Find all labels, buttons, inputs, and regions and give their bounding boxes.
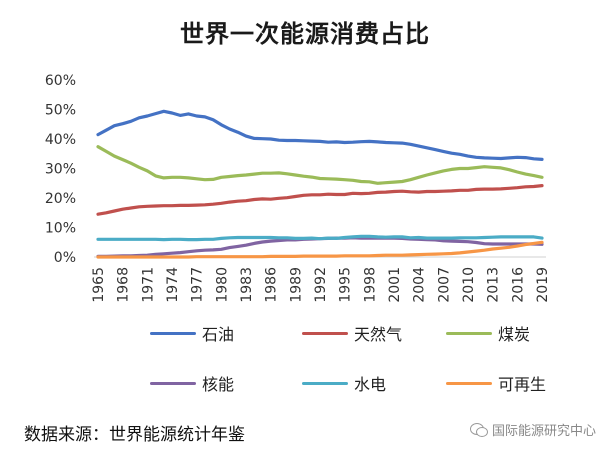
- series-line-5: [96, 240, 544, 259]
- y-tick-label: 50%: [45, 103, 76, 119]
- x-tick-label: 2019: [535, 267, 551, 303]
- x-tick-label: 1983: [239, 267, 255, 303]
- series-line-4: [96, 234, 544, 242]
- y-tick-label: 0%: [54, 250, 76, 266]
- legend-label: 天然气: [354, 325, 403, 344]
- x-tick-label: 2013: [486, 267, 502, 303]
- legend-item: 石油: [150, 322, 234, 344]
- legend-label: 可再生: [498, 375, 547, 394]
- watermark: 国际能源研究中心: [469, 420, 596, 439]
- y-tick-label: 60%: [45, 73, 76, 89]
- wechat-icon: [469, 422, 488, 437]
- x-tick-label: 1992: [313, 267, 329, 303]
- legend-swatch: [150, 381, 196, 385]
- series-line-2: [96, 145, 544, 185]
- legend-swatch: [446, 381, 492, 385]
- y-tick-label: 30%: [45, 162, 76, 178]
- series-line-1: [96, 184, 544, 216]
- x-axis-ticks: 1965 1968 1971 1974 1977 1980 1983 1986 1989 1992…: [91, 267, 551, 303]
- series-lines: [96, 109, 544, 259]
- source-note: 数据来源：世界能源统计年鉴: [24, 425, 245, 445]
- y-tick-label: 20%: [45, 191, 76, 207]
- legend-label: 石油: [202, 325, 235, 344]
- legend-item: 天然气: [302, 322, 402, 344]
- chart-title: 世界一次能源消费占比: [180, 20, 430, 48]
- x-tick-label: 1980: [214, 267, 230, 303]
- legend-label: 水电: [354, 375, 387, 394]
- legend-item: 核能: [150, 372, 234, 394]
- legend-label: 煤炭: [498, 325, 531, 344]
- legend-swatch: [150, 331, 196, 335]
- x-tick-label: 2001: [387, 267, 403, 303]
- x-tick-label: 1974: [165, 267, 181, 303]
- x-tick-label: 1998: [362, 267, 378, 303]
- y-tick-label: 10%: [45, 221, 76, 237]
- legend-label: 核能: [202, 375, 235, 394]
- watermark-text: 国际能源研究中心: [491, 424, 596, 439]
- x-tick-label: 1971: [140, 267, 156, 303]
- x-tick-label: 2010: [461, 267, 477, 303]
- legend-swatch: [302, 381, 348, 385]
- legend-swatch: [302, 331, 348, 335]
- y-tick-label: 40%: [45, 132, 76, 148]
- legend-item: 水电: [302, 372, 386, 394]
- legend-item: 可再生: [446, 372, 546, 394]
- y-axis-ticks: 0% 10% 20% 30% 40% 50% 60%: [45, 73, 76, 266]
- x-tick-label: 1965: [91, 267, 107, 303]
- x-tick-label: 1989: [288, 267, 304, 303]
- series-line-0: [96, 109, 544, 161]
- x-tick-label: 1977: [190, 267, 206, 303]
- x-tick-label: 1986: [264, 267, 280, 303]
- x-tick-label: 1995: [338, 267, 354, 303]
- x-tick-label: 2016: [510, 267, 526, 303]
- x-tick-label: 2007: [436, 267, 452, 303]
- x-tick-label: 1968: [116, 267, 132, 303]
- x-tick-label: 2004: [412, 267, 428, 303]
- legend-swatch: [446, 331, 492, 335]
- legend-item: 煤炭: [446, 322, 530, 344]
